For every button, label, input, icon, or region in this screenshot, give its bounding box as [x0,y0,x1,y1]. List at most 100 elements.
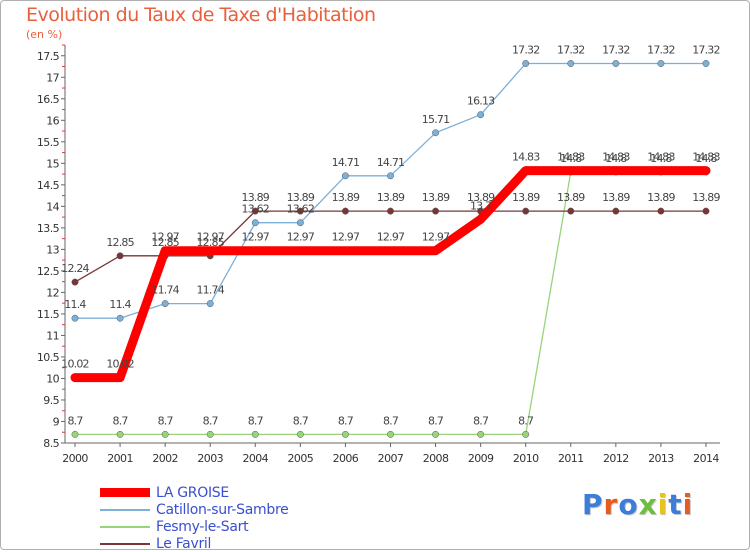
legend-swatch [100,508,150,511]
y-tick-label: 11 [46,329,59,342]
data-label: 16.13 [467,95,495,108]
data-label: 12.97 [151,231,179,244]
logo-letter: r [603,488,619,521]
data-point [71,278,79,286]
legend-swatch [100,525,150,528]
data-label: 14.8 [695,152,717,165]
x-tick-label: 2007 [378,452,404,465]
data-label: 13.7 [470,199,492,212]
x-tick-label: 2001 [107,452,133,465]
data-point [567,60,575,67]
data-point [116,252,124,260]
data-label: 12.97 [196,231,224,244]
proxiti-logo: Proxiti [582,488,693,521]
data-point [567,207,575,215]
data-label: 12.97 [422,231,450,244]
data-label: 17.32 [692,44,720,57]
y-tick-label: 14 [46,200,59,213]
data-label: 13.89 [332,191,360,204]
x-tick-label: 2012 [603,452,629,465]
legend-swatch [100,488,150,497]
data-point [522,207,530,215]
data-point [657,60,665,67]
y-tick-label: 14.5 [37,179,60,192]
data-label: 14.83 [557,151,585,164]
data-label: 13.89 [557,191,585,204]
y-tick-label: 13.5 [37,222,60,235]
data-point [161,430,169,438]
series-lines [70,60,711,438]
legend: LA GROISE Catillon-sur-Sambre Fesmy-le-Sar… [100,484,289,552]
data-label: 13.89 [692,191,720,204]
data-point [387,430,394,438]
data-label: 15.71 [422,113,450,126]
chart-subtitle: (en %) [26,28,63,41]
data-point [71,430,79,438]
data-label: 8.7 [113,414,129,427]
logo-letter: x [638,488,658,521]
y-tick-label: 16.5 [37,93,60,106]
chart-title: Evolution du Taux de Taxe d'Habitation [26,4,376,26]
data-labels: 10.02 10.02 11.4 11.4 11.74 11.74 13.62 13.62 14… [61,44,721,428]
data-point [251,430,259,438]
x-tick-label: 2006 [333,452,359,465]
x-tick-label: 2000 [62,452,88,465]
data-label: 13.62 [287,203,315,216]
x-tick-label: 2013 [648,452,674,465]
data-label: 17.32 [512,44,540,57]
data-point [251,219,259,227]
data-label: 13.62 [242,203,270,216]
legend-label: Le Favril [156,535,212,552]
x-tick-label: 2009 [468,452,494,465]
y-tick-label: 12.5 [37,265,60,278]
data-label: 8.7 [473,414,489,427]
data-point [296,219,304,227]
data-label: 11.4 [64,298,86,311]
data-label: 13.89 [287,191,315,204]
data-label: 14.8 [560,152,582,165]
legend-label: LA GROISE [156,484,229,501]
data-point [341,207,349,215]
data-label: 8.7 [203,414,219,427]
x-tick-label: 2010 [513,452,539,465]
data-point [116,314,124,322]
data-point [116,430,124,438]
data-point [432,207,440,215]
data-label: 13.89 [422,191,450,204]
data-label: 8.7 [158,414,174,427]
data-label: 12.24 [61,262,89,275]
data-label: 13.89 [512,191,540,204]
data-point [296,207,304,215]
data-point [341,430,349,438]
axes: 8.599.51010.51111.51212.51313.51414.5151… [37,44,720,465]
data-point [251,207,259,215]
data-point [206,430,214,438]
data-label: 14.83 [602,151,630,164]
data-label: 17.32 [647,44,675,57]
logo-letter: i [682,488,694,521]
y-tick-label: 9.5 [43,394,59,407]
data-point [657,207,665,215]
data-label: 14.71 [332,156,360,169]
data-label: 17.32 [557,44,585,57]
data-label: 12.97 [287,231,315,244]
data-label: 13.89 [647,191,675,204]
data-label: 13.89 [377,191,405,204]
data-label: 8.7 [248,414,264,427]
data-label: 8.7 [383,414,399,427]
logo-letter: o [618,488,639,521]
data-label: 12.97 [332,231,360,244]
data-label: 13.89 [602,191,630,204]
y-tick-label: 11.5 [37,308,60,321]
data-label: 11.74 [151,284,179,297]
data-point [477,111,485,119]
data-point [341,172,349,180]
data-label: 11.74 [196,284,224,297]
logo-letter: P [582,488,604,521]
data-label: 12.97 [242,231,270,244]
data-label: 8.7 [428,414,444,427]
data-label: 12.85 [196,236,224,249]
legend-label: Fesmy-le-Sart [156,518,249,535]
